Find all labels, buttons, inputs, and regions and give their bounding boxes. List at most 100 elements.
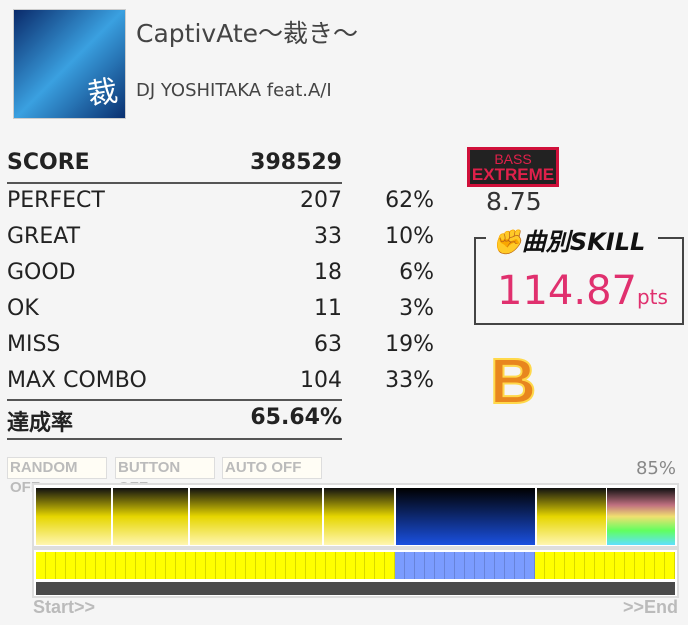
progress-segment (575, 552, 586, 579)
progress-segment (505, 552, 516, 579)
progress-segment (405, 552, 416, 579)
progress-segment (375, 552, 386, 579)
progress-segment (155, 552, 166, 579)
progress-track (36, 582, 675, 595)
progress-segment (275, 552, 286, 579)
progress-segment (605, 552, 616, 579)
score-value: 398529 (250, 150, 342, 175)
judgement-count: 33 (314, 224, 342, 249)
progress-segment (325, 552, 336, 579)
gauge-section (190, 488, 322, 545)
difficulty-name: EXTREME (471, 165, 555, 184)
judgement-label: PERFECT (7, 188, 105, 213)
progress-segment (335, 552, 346, 579)
progress-segment (625, 552, 636, 579)
judgement-row: MAX COMBO 104 33% (7, 364, 434, 400)
judgement-count: 18 (314, 260, 342, 285)
judgement-percent: 19% (385, 332, 434, 357)
achievement-label: 達成率 (7, 411, 74, 436)
progress-segment (615, 552, 626, 579)
judgement-row: OK 11 3% (7, 292, 434, 328)
progress-segment (295, 552, 306, 579)
progress-segment (285, 552, 296, 579)
start-label: Start>> (33, 597, 96, 617)
progress-segment (45, 552, 56, 579)
progress-segment (145, 552, 156, 579)
difficulty-part: BASS (494, 151, 532, 167)
progress-segment (225, 552, 236, 579)
judgement-label: MAX COMBO (7, 368, 147, 393)
gauge-section (396, 488, 535, 545)
progress-segment (585, 552, 596, 579)
progress-segment (165, 552, 176, 579)
judgement-percent: 3% (399, 296, 434, 321)
gauge-section (113, 488, 188, 545)
progress-segment (75, 552, 86, 579)
progress-segment (55, 552, 66, 579)
skill-header: ✊曲別SKILL (488, 222, 650, 257)
random-option: RANDOM OFF (7, 457, 107, 496)
skill-value: 114.87pts (497, 268, 668, 314)
gauge-bar (32, 483, 679, 548)
progress-segment (195, 552, 206, 579)
progress-segment (235, 552, 246, 579)
progress-segment (595, 552, 606, 579)
judgement-row: GREAT 33 10% (7, 220, 434, 256)
progress-segment (475, 552, 486, 579)
progress-segment (645, 552, 656, 579)
fist-icon: ✊ (492, 228, 522, 256)
song-artist: DJ YOSHITAKA feat.A/I (136, 80, 332, 101)
judgement-count: 63 (314, 332, 342, 357)
divider (7, 182, 342, 184)
skill-box (474, 237, 684, 325)
progress-segment (65, 552, 76, 579)
judgement-percent: 6% (399, 260, 434, 285)
auto-option: AUTO OFF (222, 457, 322, 479)
judgement-label: MISS (7, 332, 61, 357)
progress-segment (415, 552, 426, 579)
judgement-row: PERFECT 207 62% (7, 184, 434, 220)
achievement-value: 65.64% (250, 405, 342, 430)
progress-segment (115, 552, 126, 579)
progress-segment (555, 552, 566, 579)
judgement-row: MISS 63 19% (7, 328, 434, 364)
progress-segment (355, 552, 366, 579)
progress-segment (485, 552, 496, 579)
difficulty-level: 8.75 (486, 187, 542, 216)
progress-segment (445, 552, 456, 579)
gauge-section (537, 488, 606, 545)
progress-segment (215, 552, 226, 579)
progress-segment (185, 552, 196, 579)
progress-segment (345, 552, 356, 579)
score-row: SCORE 398529 (7, 146, 434, 182)
progress-segment (36, 552, 46, 579)
skill-header-text: 曲別SKILL (521, 228, 646, 256)
progress-segment (255, 552, 266, 579)
progress-segment (365, 552, 376, 579)
button-option: BUTTON OFF (115, 457, 215, 496)
progress-segment (385, 552, 396, 579)
rank-grade: B (489, 345, 537, 417)
progress-segment (125, 552, 136, 579)
progress-segment (395, 552, 406, 579)
judgement-count: 207 (300, 188, 342, 213)
progress-segments (36, 552, 675, 579)
judgement-label: OK (7, 296, 39, 321)
judgement-percent: 33% (385, 368, 434, 393)
progress-segment (565, 552, 576, 579)
progress-segment (525, 552, 536, 579)
progress-segment (635, 552, 646, 579)
divider (7, 438, 342, 440)
progress-segment (205, 552, 216, 579)
song-title: CaptivAte〜裁き〜 (136, 19, 359, 48)
progress-segment (175, 552, 186, 579)
judgement-percent: 62% (385, 188, 434, 213)
progress-segment (655, 552, 666, 579)
progress-segment (245, 552, 256, 579)
progress-segment (465, 552, 476, 579)
skill-number: 114.87 (497, 268, 637, 314)
progress-bar (32, 548, 679, 598)
progress-segment (495, 552, 506, 579)
progress-segment (545, 552, 556, 579)
judgement-row: GOOD 18 6% (7, 256, 434, 292)
